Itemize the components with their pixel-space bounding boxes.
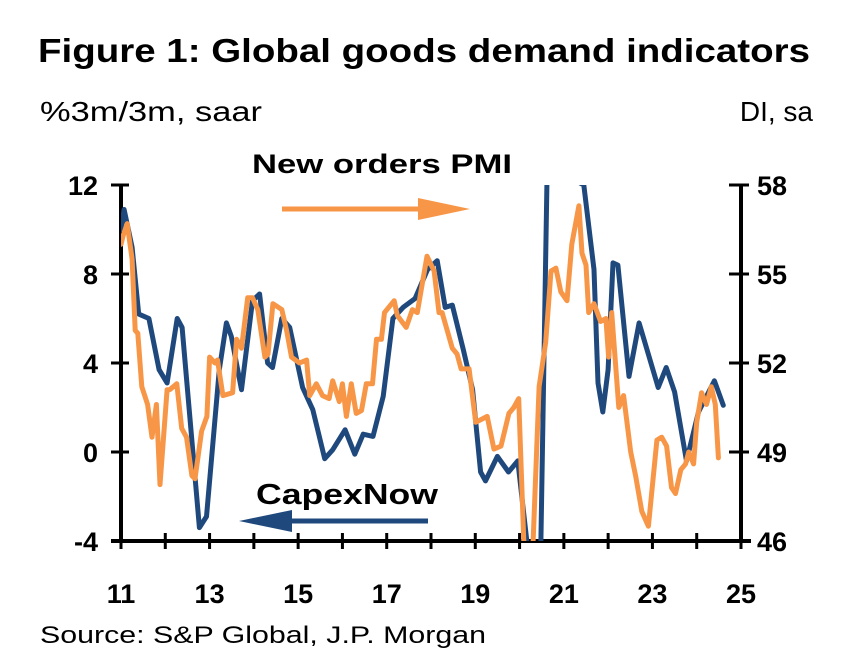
x-tick-label: 25 (726, 579, 756, 609)
right-axis-label: DI, sa (740, 96, 814, 127)
series-line-pmi (121, 203, 721, 541)
legend-arrow-capexnow (239, 510, 428, 532)
x-tick-label: 13 (195, 579, 225, 609)
legend-arrow-capexnow-head (239, 510, 292, 532)
axes: 11 13 15 17 19 21 23 25 12 8 4 0 -4 58 55 52 49 46 (68, 171, 787, 609)
x-tick-label: 19 (460, 579, 490, 609)
x-tick-label: 11 (107, 579, 136, 609)
left-y-tick-label: -4 (74, 527, 98, 557)
right-y-tick-label: 58 (757, 171, 787, 201)
left-y-tick-label: 12 (68, 171, 98, 201)
chart-title: Figure 1: Global goods demand indicators (38, 32, 810, 69)
left-y-tick-label: 4 (83, 349, 98, 379)
source-note: Source: S&P Global, J.P. Morgan (40, 622, 486, 649)
right-y-tick-label: 52 (757, 349, 787, 379)
left-y-tick-label: 8 (83, 260, 98, 290)
right-y-tick-label: 55 (757, 260, 787, 290)
x-tick-label: 17 (372, 579, 402, 609)
legend-arrow-pmi (282, 198, 470, 220)
right-y-tick-label: 46 (757, 527, 787, 557)
x-tick-label: 15 (283, 579, 313, 609)
legend-arrow-pmi-head (418, 198, 470, 220)
x-tick-label: 21 (549, 579, 579, 609)
series-lines (121, 185, 726, 541)
right-y-tick-label: 49 (757, 438, 787, 468)
left-axis-label: %3m/3m, saar (40, 96, 262, 127)
legend-label-capexnow: CapexNow (256, 479, 439, 511)
left-y-tick-label: 0 (83, 438, 98, 468)
x-tick-label: 23 (637, 579, 667, 609)
legend-label-pmi: New orders PMI (252, 149, 512, 179)
